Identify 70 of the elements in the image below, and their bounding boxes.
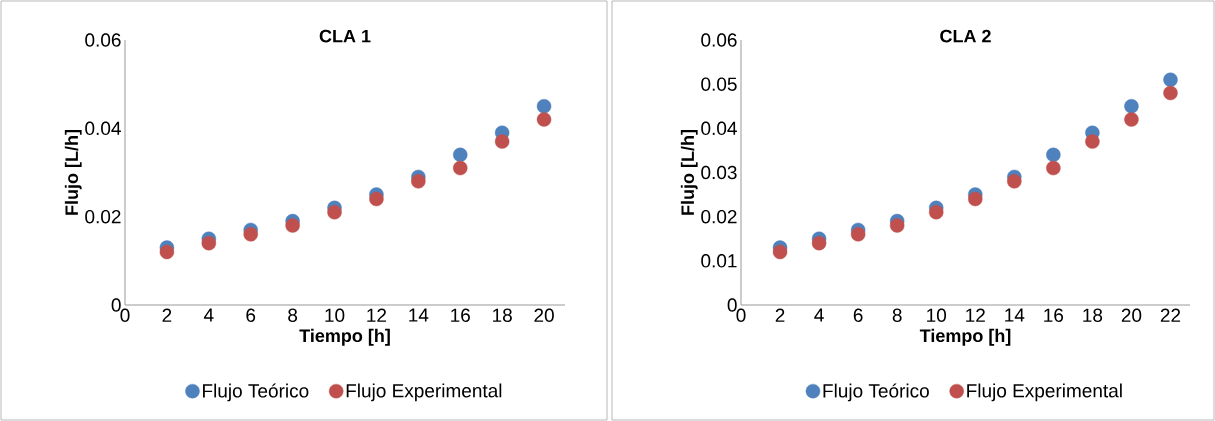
- point: [1007, 174, 1022, 189]
- point: [850, 227, 866, 242]
- legend-label: Flujo Experimental: [967, 383, 1122, 402]
- point: [1046, 147, 1061, 163]
- x-tick-label: 14: [1005, 308, 1025, 322]
- point: [327, 205, 342, 220]
- x-tick-label: 0: [736, 308, 746, 322]
- y-tick-label: 0.04: [85, 121, 121, 136]
- point: [1124, 112, 1139, 127]
- x-tick-label: 8: [892, 308, 902, 322]
- point: [968, 191, 983, 207]
- x-tick-label: 14: [409, 308, 429, 322]
- point: [411, 174, 426, 189]
- y-tick-label: 0.02: [85, 209, 121, 224]
- x-tick-label: 12: [367, 308, 387, 322]
- x-tick-label: 22: [1160, 308, 1181, 322]
- x-axis-title: Tiempo [h]: [299, 328, 390, 346]
- point: [1085, 134, 1100, 149]
- x-tick-label: 10: [927, 308, 947, 322]
- point: [201, 235, 217, 251]
- chart-title: CLA 1: [319, 29, 371, 43]
- point: [159, 244, 175, 260]
- y-tick-label: 0.02: [701, 209, 737, 224]
- legend-label: Flujo Experimental: [346, 383, 502, 402]
- x-tick-label: 12: [966, 308, 985, 322]
- x-tick-label: 18: [493, 308, 512, 322]
- point: [929, 205, 944, 220]
- x-tick-label: 20: [1121, 308, 1142, 322]
- y-tick-label: 0.05: [701, 77, 737, 91]
- x-tick-label: 6: [853, 308, 863, 322]
- x-tick-label: 0: [120, 308, 130, 322]
- x-tick-label: 10: [325, 308, 345, 322]
- y-tick-label: 0.03: [701, 165, 737, 180]
- y-tick-label: 0.01: [701, 254, 737, 268]
- x-tick-label: 4: [814, 308, 824, 322]
- x-tick-label: 16: [1044, 308, 1064, 322]
- point: [243, 227, 258, 242]
- point: [285, 218, 300, 233]
- y-tick-label: 0.04: [701, 121, 737, 136]
- y-tick-label: 0: [727, 298, 737, 312]
- x-tick-label: 4: [203, 308, 214, 322]
- point: [536, 112, 552, 127]
- x-axis-title: Tiempo [h]: [919, 328, 1011, 346]
- x-tick-label: 18: [1083, 308, 1103, 322]
- point: [536, 99, 552, 114]
- point: [1163, 85, 1178, 101]
- point: [889, 218, 905, 233]
- point: [1163, 72, 1178, 87]
- x-tick-label: 2: [775, 308, 785, 322]
- y-axis-title: Flujo [L/h]: [64, 130, 82, 215]
- x-tick-label: 6: [246, 308, 256, 322]
- y-tick-label: 0: [111, 298, 121, 312]
- point: [1046, 160, 1061, 176]
- point: [453, 147, 468, 163]
- point: [453, 160, 468, 176]
- x-tick-label: 8: [288, 308, 298, 322]
- x-tick-label: 16: [451, 308, 470, 322]
- y-axis-title: Flujo [L/h]: [680, 130, 698, 215]
- y-tick-label: 0.06: [85, 33, 121, 47]
- point: [1124, 99, 1139, 114]
- point: [494, 134, 510, 149]
- point: [811, 235, 827, 251]
- point: [772, 244, 788, 260]
- chart-title: CLA 2: [940, 29, 991, 43]
- point: [369, 191, 384, 207]
- y-tick-label: 0.06: [701, 33, 737, 47]
- legend-label: Flujo Teórico: [823, 383, 929, 402]
- legend-label: Flujo Teórico: [203, 383, 309, 402]
- x-tick-label: 2: [162, 308, 172, 322]
- x-tick-label: 20: [534, 308, 554, 322]
